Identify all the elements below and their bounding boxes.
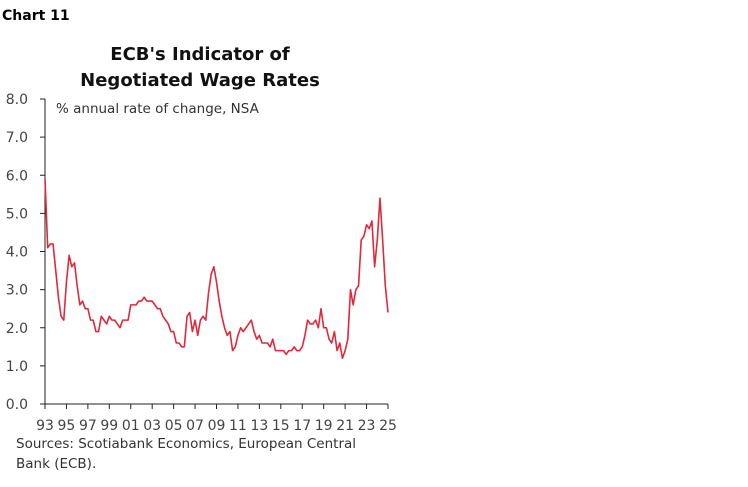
y-tick-label: 5.0 bbox=[6, 206, 28, 222]
y-tick-label: 1.0 bbox=[6, 359, 28, 375]
y-tick-label: 6.0 bbox=[6, 168, 28, 184]
y-tick-label: 4.0 bbox=[6, 245, 28, 261]
x-tick-label: 99 bbox=[100, 418, 118, 434]
x-tick-label: 09 bbox=[208, 418, 226, 434]
x-tick-label: 23 bbox=[358, 418, 376, 434]
y-tick-label: 3.0 bbox=[6, 283, 28, 299]
x-tick-label: 97 bbox=[79, 418, 97, 434]
x-tick-label: 11 bbox=[229, 418, 247, 434]
source: Sources: Scotiabank Economics, European … bbox=[16, 436, 356, 452]
y-tick-label: 2.0 bbox=[6, 321, 28, 337]
x-tick-label: 19 bbox=[315, 418, 333, 434]
line bbox=[44, 179, 389, 360]
x-tick-label: 01 bbox=[122, 418, 140, 434]
y-tick-label: 0.0 bbox=[6, 397, 28, 413]
chart-label: Chart 11 bbox=[2, 8, 70, 24]
source: Bank (ECB). bbox=[16, 456, 96, 472]
chart-title: Negotiated Wage Rates bbox=[80, 70, 320, 91]
x-tick-label: 95 bbox=[58, 418, 76, 434]
x-tick-label: 25 bbox=[379, 418, 397, 434]
y-tick-label: 8.0 bbox=[6, 92, 28, 108]
x-tick-label: 03 bbox=[143, 418, 161, 434]
y-tick-label: 7.0 bbox=[6, 130, 28, 146]
chart-title: ECB's Indicator of bbox=[110, 44, 290, 65]
x-tick-label: 07 bbox=[186, 418, 204, 434]
x-tick-label: 17 bbox=[293, 418, 311, 434]
subtitle: % annual rate of change, NSA bbox=[56, 101, 260, 117]
x-tick-label: 21 bbox=[336, 418, 354, 434]
x-tick-label: 13 bbox=[250, 418, 268, 434]
x-tick-label: 05 bbox=[165, 418, 183, 434]
x-tick-label: 15 bbox=[272, 418, 290, 434]
x-tick-label: 93 bbox=[36, 418, 54, 434]
